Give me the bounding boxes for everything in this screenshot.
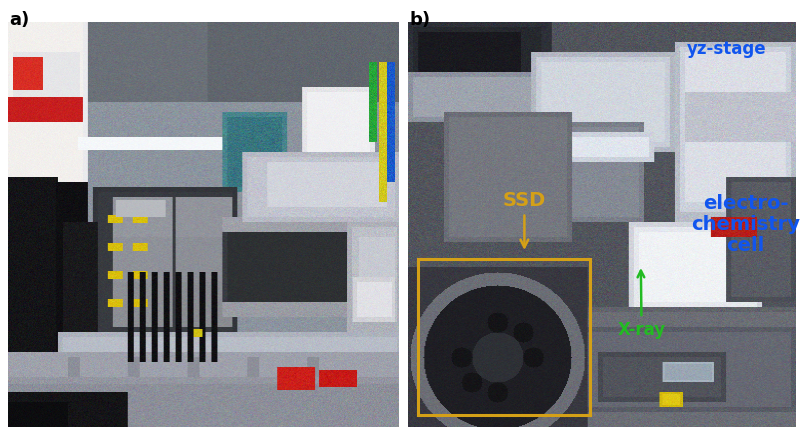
Text: a): a) — [10, 11, 30, 29]
Text: SSD: SSD — [502, 191, 546, 247]
Text: electro-
chemistry
cell: electro- chemistry cell — [691, 194, 800, 255]
Text: X-ray: X-ray — [618, 270, 666, 339]
Bar — [418, 259, 590, 415]
Text: b): b) — [410, 11, 430, 29]
Text: yz-stage: yz-stage — [686, 40, 766, 58]
